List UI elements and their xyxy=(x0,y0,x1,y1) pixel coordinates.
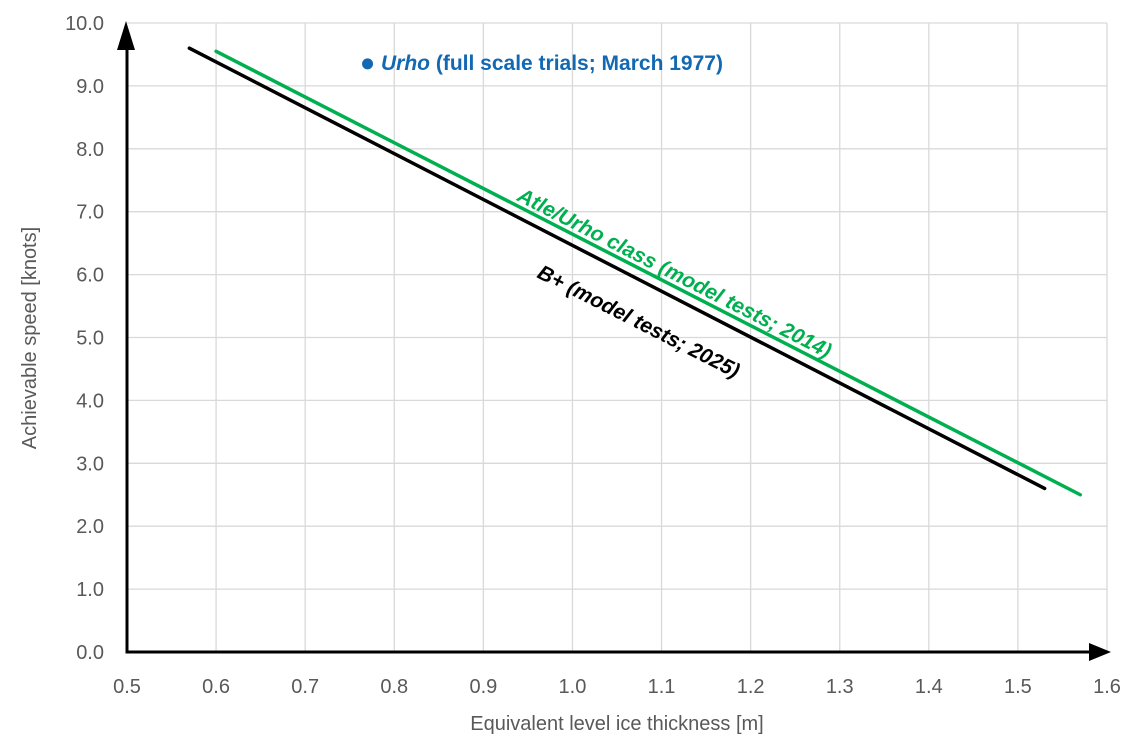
y-axis-arrow-icon xyxy=(117,21,135,50)
y-tick-label: 2.0 xyxy=(76,516,104,538)
axes xyxy=(117,21,1111,661)
series-line xyxy=(214,49,1083,497)
x-tick-label: 1.4 xyxy=(915,676,943,698)
x-tick-label: 1.1 xyxy=(648,676,676,698)
y-tick-label: 3.0 xyxy=(76,453,104,475)
x-tick-label: 0.9 xyxy=(469,676,497,698)
series-labels: Urho (full scale trials; March 1977) Atl… xyxy=(381,52,835,383)
urho-label-name: Urho xyxy=(381,52,430,75)
y-axis-title: Achievable speed [knots] xyxy=(19,227,41,449)
data-series xyxy=(187,46,1083,497)
x-axis-title: Equivalent level ice thickness [m] xyxy=(470,713,763,735)
x-tick-label: 1.0 xyxy=(559,676,587,698)
x-tick-label: 1.6 xyxy=(1093,676,1121,698)
x-tick-label: 0.6 xyxy=(202,676,230,698)
x-tick-label: 0.5 xyxy=(113,676,141,698)
y-tick-label: 8.0 xyxy=(76,139,104,161)
urho-label-detail: (full scale trials; March 1977) xyxy=(430,52,723,75)
y-tick-label: 5.0 xyxy=(76,328,104,350)
x-tick-label: 1.3 xyxy=(826,676,854,698)
y-tick-label: 6.0 xyxy=(76,265,104,287)
x-tick-label: 1.2 xyxy=(737,676,765,698)
axis-titles: Equivalent level ice thickness [m] Achie… xyxy=(19,227,764,735)
x-tick-label: 1.5 xyxy=(1004,676,1032,698)
urho-point-label: Urho (full scale trials; March 1977) xyxy=(381,52,723,75)
y-tick-label: 9.0 xyxy=(76,76,104,98)
x-tick-label: 0.7 xyxy=(291,676,319,698)
series-line xyxy=(187,46,1047,491)
y-tick-label: 0.0 xyxy=(76,642,104,664)
urho-data-point xyxy=(362,58,374,70)
x-tick-label: 0.8 xyxy=(380,676,408,698)
y-tick-label: 10.0 xyxy=(65,13,104,35)
y-tick-label: 4.0 xyxy=(76,390,104,412)
y-tick-label: 1.0 xyxy=(76,579,104,601)
x-axis-arrow-icon xyxy=(1089,643,1111,661)
y-tick-label: 7.0 xyxy=(76,202,104,224)
tick-labels: 0.5 0.6 0.7 0.8 0.9 1.0 1.1 1.2 1.3 1.4 1.5 1.6 0.0 1… xyxy=(65,13,1121,698)
gridlines xyxy=(127,22,1108,652)
